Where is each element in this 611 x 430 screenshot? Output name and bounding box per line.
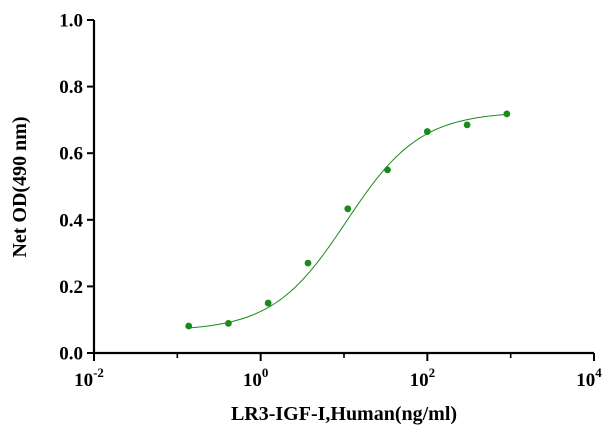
x-tick-base: 10 [74,370,93,391]
x-tick-label: 104 [576,365,602,391]
x-tick-exponent: 4 [595,365,602,380]
x-tick-base: 10 [410,370,429,391]
x-tick-exponent: -2 [93,365,104,380]
data-point [463,121,471,129]
y-axis-ticks: 0.0 0.2 0.4 0.6 0.8 1.0 [59,11,94,365]
data-points [185,110,511,330]
x-axis-title: LR3-IGF-I,Human(ng/ml) [231,403,457,425]
y-axis-title: Net OD(490 nm) [9,116,31,257]
x-tick-label: 10-2 [74,365,104,391]
x-tick-label: 100 [243,365,269,391]
y-tick-label: 0.6 [59,144,83,165]
x-tick-exponent: 0 [262,365,269,380]
fit-curve [188,113,507,329]
y-tick-label: 0.8 [59,77,83,98]
data-point [224,319,232,327]
data-point [344,205,352,213]
x-axis-ticks: 10-2 100 102 104 [74,353,602,391]
x-tick-base: 10 [576,370,595,391]
x-tick-base: 10 [243,370,262,391]
data-point [185,322,193,330]
x-tick-exponent: 2 [429,365,436,380]
data-point [264,299,272,307]
y-tick-label: 0.0 [59,344,83,365]
data-point [304,259,312,267]
axes [92,20,594,355]
y-tick-label: 1.0 [59,11,83,32]
x-tick-label: 102 [410,365,436,391]
data-point [503,110,511,118]
y-tick-label: 0.2 [59,277,83,298]
y-tick-label: 0.4 [59,210,83,231]
data-point [384,166,391,174]
data-point [423,128,431,135]
